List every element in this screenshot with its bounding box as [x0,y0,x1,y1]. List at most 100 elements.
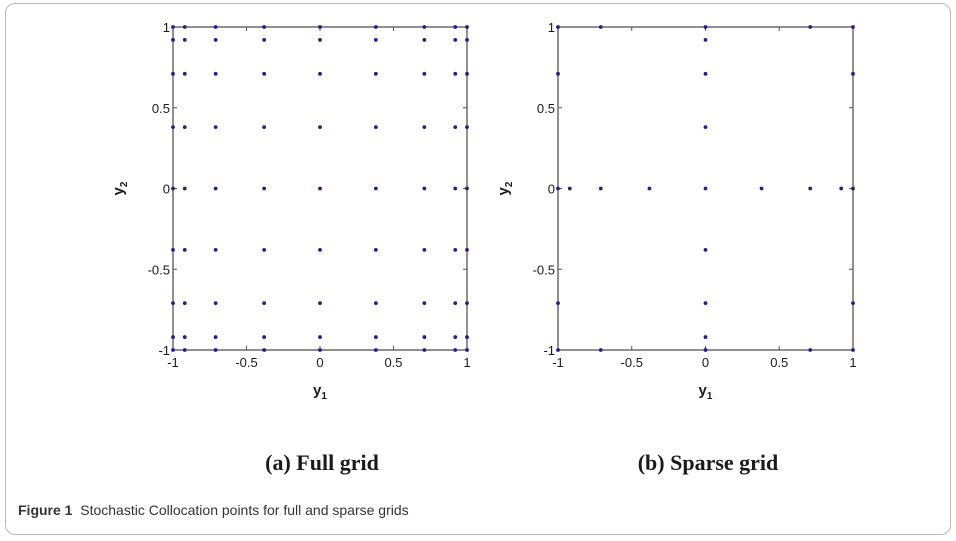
full-grid-collocation-point [453,301,458,306]
sparse-grid-collocation-point [851,348,855,352]
sparse-grid-ytick-label: -1 [543,343,555,358]
sparse-grid-collocation-point [703,125,708,130]
full-grid-collocation-point [373,125,378,130]
full-grid-collocation-point [373,186,378,191]
full-grid-collocation-point [182,348,187,352]
full-grid-collocation-point [182,25,187,29]
sparse-grid-collocation-point [808,348,813,352]
full-grid-collocation-point [453,25,458,29]
full-grid-collocation-point [213,71,218,76]
full-grid-collocation-point [262,125,267,130]
full-grid-collocation-point [171,335,175,339]
full-grid-collocation-point [262,186,267,191]
sparse-grid-collocation-point [851,25,855,29]
full-grid-collocation-point [453,335,458,339]
subtitle-full-grid: (a) Full grid [265,450,379,475]
full-grid-collocation-point [318,335,322,339]
sparse-grid-collocation-point [703,38,708,42]
sparse-grid-collocation-point [598,348,603,352]
sparse-grid-collocation-point [567,186,572,191]
sparse-grid-xtick-label: 0.5 [770,355,788,370]
subtitle-sparse-grid: (b) Sparse grid [637,450,779,475]
full-grid-collocation-point [213,335,218,339]
sparse-grid-collocation-point [851,71,855,76]
full-grid-ytick-label: -1 [158,343,170,358]
full-grid-collocation-point [262,301,267,306]
full-grid-collocation-point [318,348,322,352]
full-grid-collocation-point [182,38,187,42]
full-grid-collocation-point [422,348,427,352]
sparse-grid-collocation-point [647,186,652,191]
full-grid-collocation-point [182,186,187,191]
sparse-grid-collocation-point [703,348,708,352]
sparse-grid-collocation-point [703,247,708,252]
sparse-grid-collocation-point [808,186,813,191]
full-grid-collocation-point [465,38,469,42]
full-grid-collocation-point [171,247,175,252]
full-grid-collocation-point [262,25,267,29]
full-grid-collocation-point [422,38,427,42]
full-grid-collocation-point [213,348,218,352]
sparse-grid-collocation-point [556,25,560,29]
full-grid-collocation-point [373,301,378,306]
full-grid-collocation-point [422,301,427,306]
sparse-grid-collocation-point [703,335,708,339]
sparse-grid-collocation-point [851,186,855,191]
full-grid-collocation-point [453,125,458,130]
full-grid-collocation-point [262,247,267,252]
full-grid-xlabel: y1 [313,382,327,402]
sparse-grid-xtick-label: 1 [849,355,856,370]
full-grid-collocation-point [465,71,469,76]
full-grid-collocation-point [318,186,322,191]
full-grid-collocation-point [373,25,378,29]
full-grid-collocation-point [465,335,469,339]
figure-label: Figure 1 [18,502,73,518]
figure-caption-text: Stochastic Collocation points for full a… [80,502,409,518]
sparse-grid-collocation-point [703,301,708,306]
full-grid-collocation-point [453,38,458,42]
sparse-grid-ylabel: y2 [495,181,515,195]
full-grid-xtick-label: -0.5 [235,355,257,370]
full-grid-collocation-point [182,125,187,130]
full-grid-xtick-label: 0 [316,355,323,370]
sparse-grid-collocation-point [556,348,560,352]
full-grid-collocation-point [422,247,427,252]
full-grid-collocation-point [262,38,267,42]
full-grid-collocation-point [182,335,187,339]
full-grid-collocation-point [465,301,469,306]
full-grid-collocation-point [171,38,175,42]
full-grid-collocation-point [465,186,469,191]
full-grid-collocation-point [453,71,458,76]
full-grid-collocation-point [213,301,218,306]
full-grid-collocation-point [373,71,378,76]
figure-caption: Figure 1 Stochastic Collocation points f… [18,502,409,518]
full-grid-collocation-point [373,335,378,339]
full-grid-collocation-point [171,125,175,130]
full-grid-collocation-point [262,348,267,352]
sparse-grid-xlabel-subscript: 1 [707,391,713,402]
full-grid-collocation-point [213,38,218,42]
sparse-grid-collocation-point [556,186,560,191]
full-grid-ytick-label: 0 [163,182,170,197]
full-grid-collocation-point [213,186,218,191]
figure-frame [5,3,951,535]
full-grid-collocation-point [453,348,458,352]
sparse-grid-collocation-point [703,25,708,29]
sparse-grid-collocation-point [703,186,708,191]
full-grid-xtick-label: -1 [167,355,179,370]
sparse-grid-collocation-point [598,25,603,29]
sparse-grid-xlabel: y1 [699,382,713,402]
sparse-grid-collocation-point [556,301,560,306]
full-grid-collocation-point [171,301,175,306]
full-grid-collocation-point [213,247,218,252]
sparse-grid-collocation-point [556,71,560,76]
full-grid-ytick-label: 0.5 [152,101,170,116]
full-grid-collocation-point [422,71,427,76]
sparse-grid-collocation-point [598,186,603,191]
full-grid-collocation-point [171,71,175,76]
full-grid-ytick-label: 1 [163,20,170,35]
sparse-grid-ytick-label: 0 [548,182,555,197]
sparse-grid-collocation-point [703,71,708,76]
full-grid-collocation-point [453,247,458,252]
